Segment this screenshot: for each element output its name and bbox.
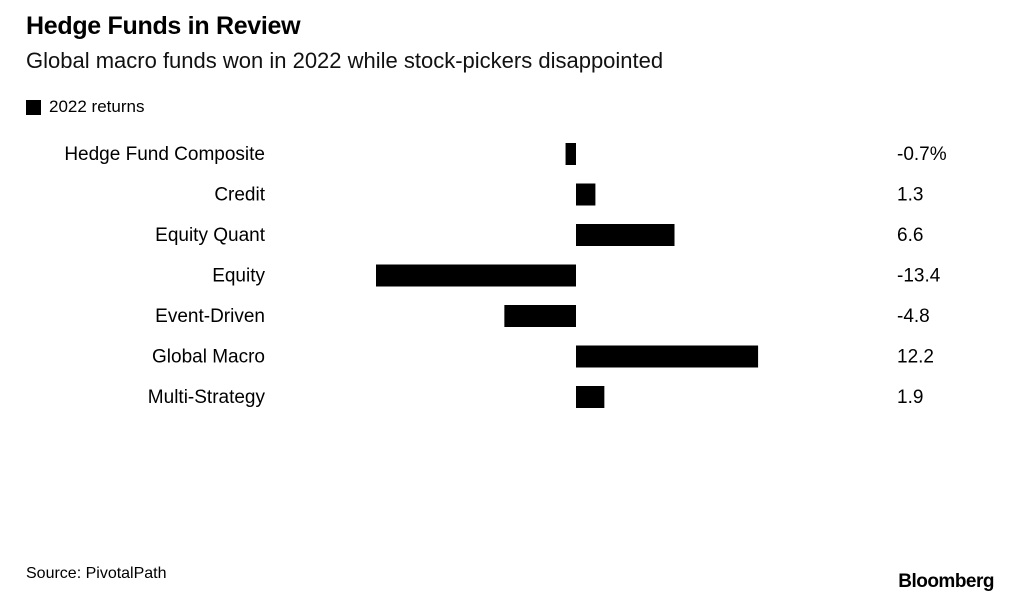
bar — [565, 143, 576, 165]
category-label: Event-Driven — [155, 306, 265, 327]
value-label: 1.3 — [897, 185, 923, 206]
bar — [376, 264, 576, 287]
bar — [504, 305, 576, 327]
category-label: Equity — [212, 266, 265, 287]
category-label: Multi-Strategy — [148, 387, 266, 408]
chart-subtitle: Global macro funds won in 2022 while sto… — [26, 48, 664, 73]
category-label: Credit — [214, 185, 265, 206]
value-label: 12.2 — [897, 347, 934, 368]
bloomberg-logo: Bloomberg — [898, 571, 994, 592]
legend: 2022 returns — [26, 97, 144, 117]
value-label: 6.6 — [897, 225, 923, 246]
category-label: Global Macro — [152, 347, 265, 368]
category-label: Equity Quant — [155, 225, 266, 246]
bar — [576, 183, 596, 206]
legend-label: 2022 returns — [49, 97, 145, 116]
value-label: -13.4 — [897, 266, 941, 287]
value-label: 1.9 — [897, 387, 923, 408]
category-label: Hedge Fund Composite — [64, 144, 265, 165]
chart-title: Hedge Funds in Review — [26, 12, 301, 40]
source-note: Source: PivotalPath — [26, 565, 167, 582]
value-label: -4.8 — [897, 306, 930, 327]
bar — [576, 386, 605, 408]
bar — [576, 345, 759, 368]
legend-swatch — [26, 99, 41, 115]
value-label: -0.7% — [897, 144, 947, 165]
bar — [576, 224, 675, 246]
